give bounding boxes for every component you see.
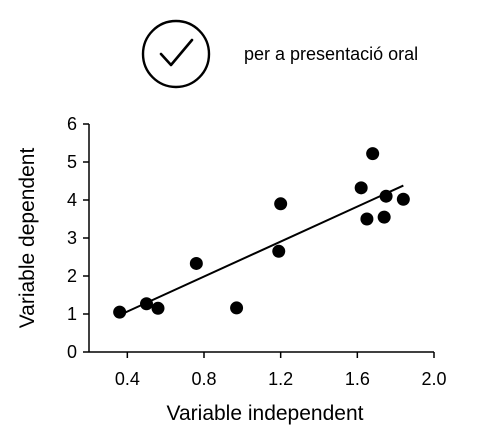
data-point <box>140 297 153 311</box>
data-point <box>377 210 391 224</box>
y-tick-label: 6 <box>67 114 77 134</box>
check-circle-icon <box>141 19 211 89</box>
y-tick-label: 4 <box>67 190 77 210</box>
y-tick-label: 5 <box>67 152 77 172</box>
y-tick-label: 0 <box>67 342 77 362</box>
data-point <box>366 147 380 161</box>
data-point <box>396 192 410 206</box>
data-points <box>113 147 410 319</box>
y-ticks: 0 1 2 3 4 5 6 <box>67 114 89 362</box>
x-tick-label: 0.4 <box>115 369 140 389</box>
trendline <box>117 184 404 317</box>
data-point <box>379 189 393 203</box>
x-tick-label: 0.8 <box>191 369 216 389</box>
data-point <box>189 256 203 270</box>
x-ticks: 0.4 0.8 1.2 1.6 2.0 <box>115 352 447 389</box>
data-point <box>274 197 288 211</box>
y-axis-title: Variable dependent <box>16 148 39 329</box>
y-tick-label: 3 <box>67 228 77 248</box>
y-tick-label: 2 <box>67 266 77 286</box>
data-point <box>272 244 286 258</box>
data-point <box>230 301 244 315</box>
x-tick-label: 1.2 <box>268 369 293 389</box>
data-point <box>354 181 368 195</box>
data-point <box>360 212 374 226</box>
presentation-note: per a presentació oral <box>244 44 418 64</box>
x-tick-label: 1.6 <box>345 369 370 389</box>
data-point <box>113 305 127 319</box>
data-point <box>151 301 165 315</box>
y-tick-label: 1 <box>67 304 77 324</box>
x-axis-title: Variable independent <box>167 402 364 425</box>
x-tick-label: 2.0 <box>421 369 446 389</box>
